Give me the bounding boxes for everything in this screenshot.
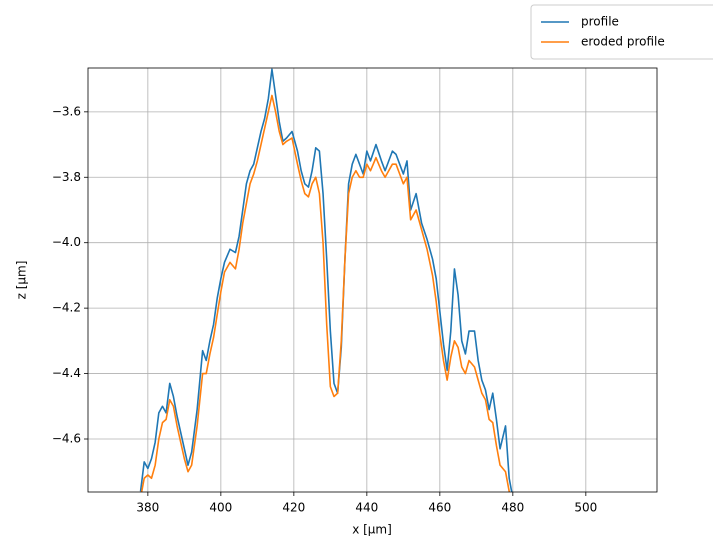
- x-tick-label: 380: [136, 501, 159, 515]
- series-line: [139, 68, 513, 492]
- y-axis-label: z [µm]: [15, 261, 29, 300]
- y-tick-label: −4.0: [52, 235, 81, 249]
- y-tick-label: −3.6: [52, 104, 81, 118]
- legend-box: [530, 4, 713, 60]
- x-tick-label: 500: [574, 501, 597, 515]
- plot-lines: [139, 68, 513, 492]
- y-tick-label: −3.8: [52, 170, 81, 184]
- x-tick-label: 460: [428, 501, 451, 515]
- x-tick-label: 480: [501, 501, 524, 515]
- x-tick-label: 400: [209, 501, 232, 515]
- x-tick-label: 440: [355, 501, 378, 515]
- legend-label: eroded profile: [581, 35, 665, 49]
- y-tick-label: −4.4: [52, 366, 81, 380]
- plot-frame: [87, 67, 658, 493]
- legend-label: profile: [581, 15, 619, 29]
- y-tick-label: −4.6: [52, 432, 81, 446]
- x-tick-label: 420: [282, 501, 305, 515]
- y-tick-label: −4.2: [52, 301, 81, 315]
- series-line: [140, 94, 511, 492]
- x-axis-label: x [µm]: [352, 523, 392, 537]
